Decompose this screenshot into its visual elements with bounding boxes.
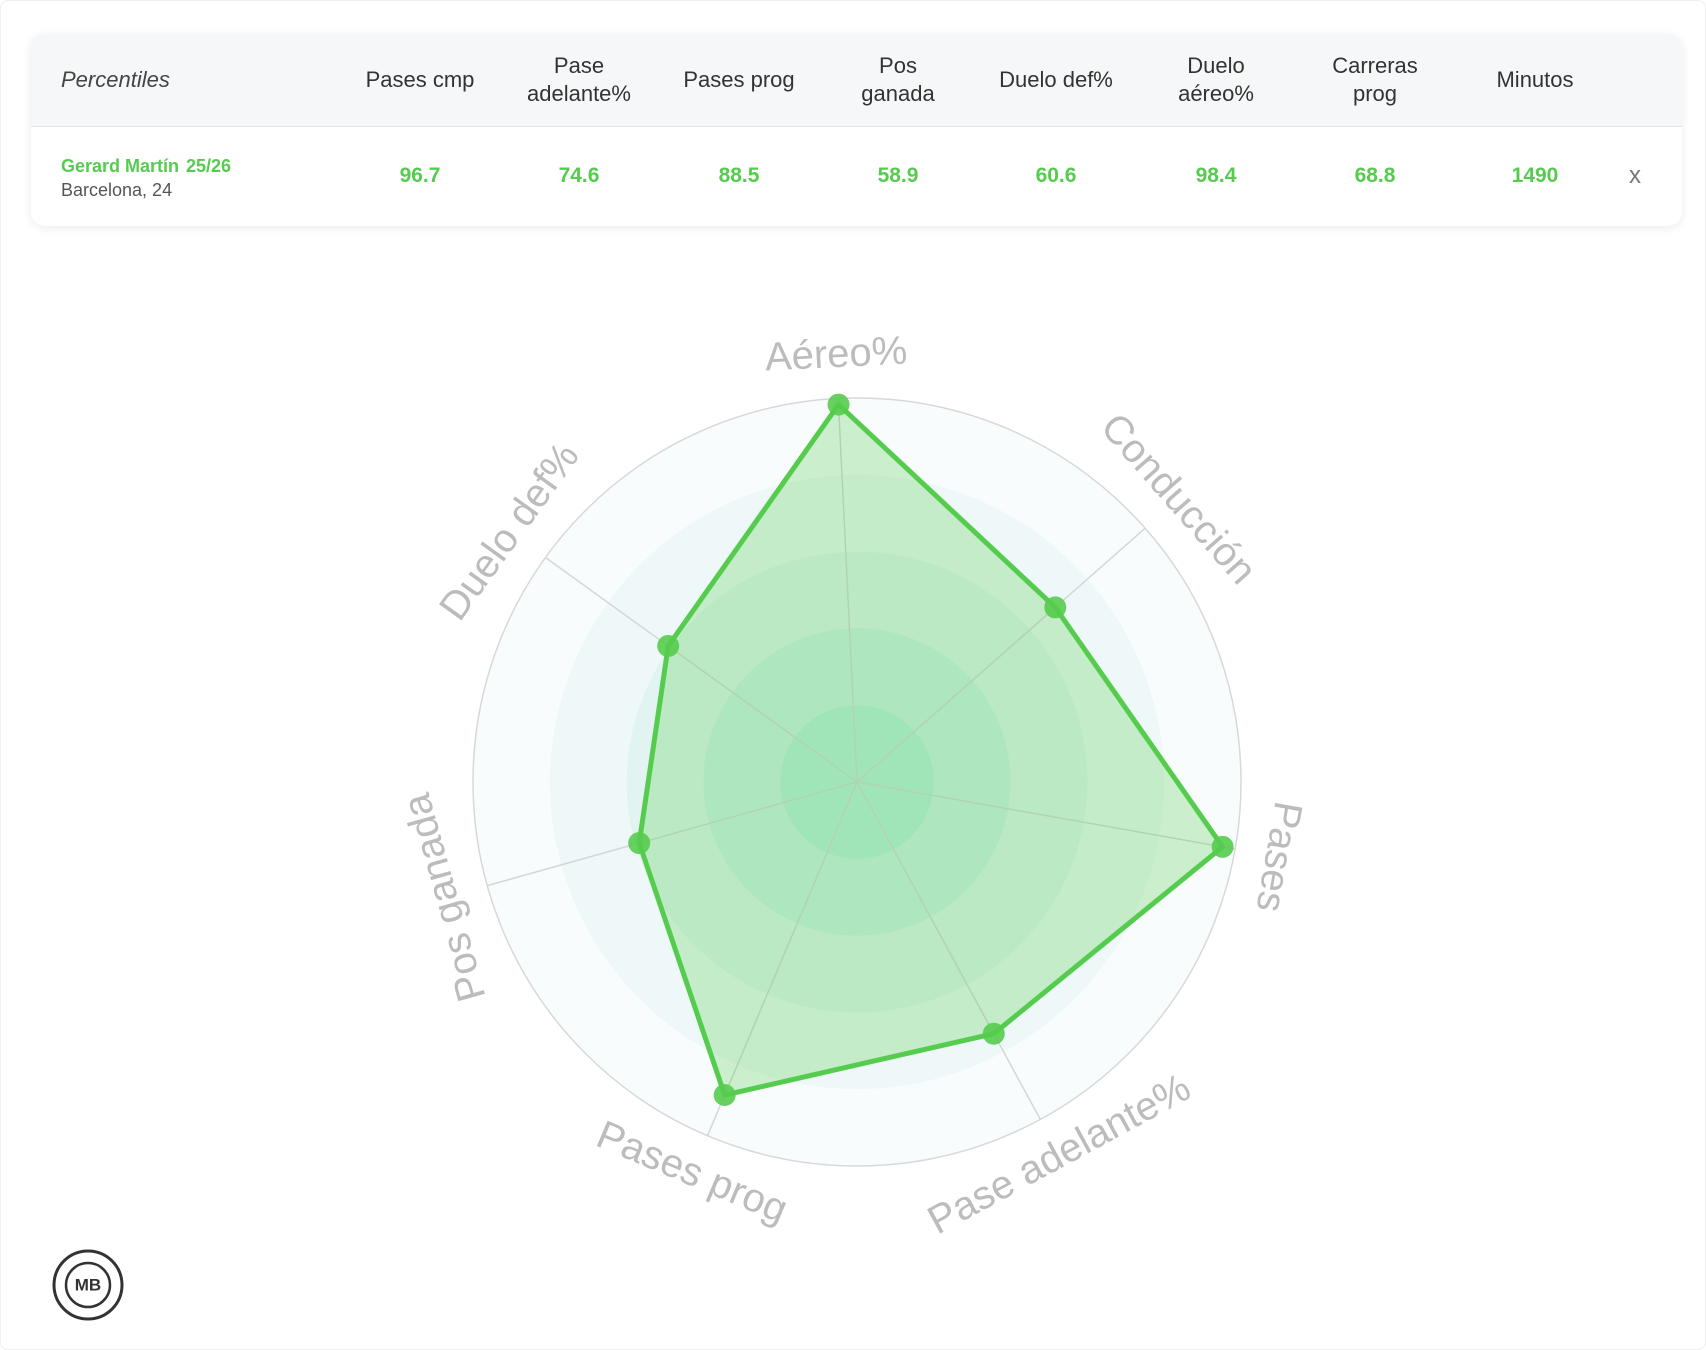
axis-label: Pases (1247, 798, 1310, 915)
cell-value: 74.6 (558, 164, 600, 187)
column-header: Pases cmp (365, 67, 475, 92)
cell-value: 96.7 (399, 164, 441, 187)
cell-value: 1490 (1511, 164, 1559, 187)
cell-value: 58.9 (877, 164, 919, 187)
logo-inner (64, 1261, 112, 1309)
spoke (487, 781, 858, 887)
column-header: Duelo aéreo% (1178, 53, 1254, 106)
column-header: Minutos (1496, 67, 1574, 92)
table-header: Percentiles Pases cmp Pase adelante% Pases … (31, 34, 1682, 127)
radar-point (827, 393, 850, 416)
column-header: Pos ganada (861, 53, 935, 106)
stats-table: Percentiles Pases cmp Pase adelante% Pases … (31, 34, 1682, 226)
season: 25/26 (185, 156, 232, 176)
radar-point (982, 1022, 1005, 1045)
radar-point (628, 832, 651, 855)
spoke (856, 527, 1146, 783)
cell-value: 60.6 (1035, 164, 1077, 187)
cell-value: 98.4 (1195, 164, 1237, 187)
spoke (856, 781, 1041, 1120)
spoke (706, 781, 858, 1136)
column-header: Carreras prog (1332, 53, 1418, 106)
player-name[interactable]: Gerard Martín 25/26 (61, 150, 231, 179)
radar-point (1211, 835, 1234, 858)
radar-point (657, 634, 680, 657)
logo-text: MB (75, 1275, 101, 1294)
spoke (545, 556, 858, 783)
player-team: Barcelona, 24 (61, 180, 173, 200)
column-header: Duelo def% (999, 67, 1113, 92)
column-header: Pases prog (683, 67, 795, 92)
spoke (856, 781, 1236, 850)
logo: MB (52, 1249, 124, 1321)
player-label: Gerard Martín (61, 156, 180, 176)
cell-value: 88.5 (718, 164, 760, 187)
column-header: Percentiles (61, 67, 170, 92)
radar-point (713, 1084, 736, 1107)
spoke (837, 398, 858, 783)
logo-ring (52, 1249, 124, 1321)
axis-label: Aéreo% (764, 329, 908, 380)
radar-area (636, 402, 1226, 1098)
cell-value: 68.8 (1354, 164, 1396, 187)
close-button[interactable]: x (1629, 162, 1641, 189)
radar-point (1044, 596, 1067, 619)
column-header: Pase adelante% (527, 53, 631, 106)
